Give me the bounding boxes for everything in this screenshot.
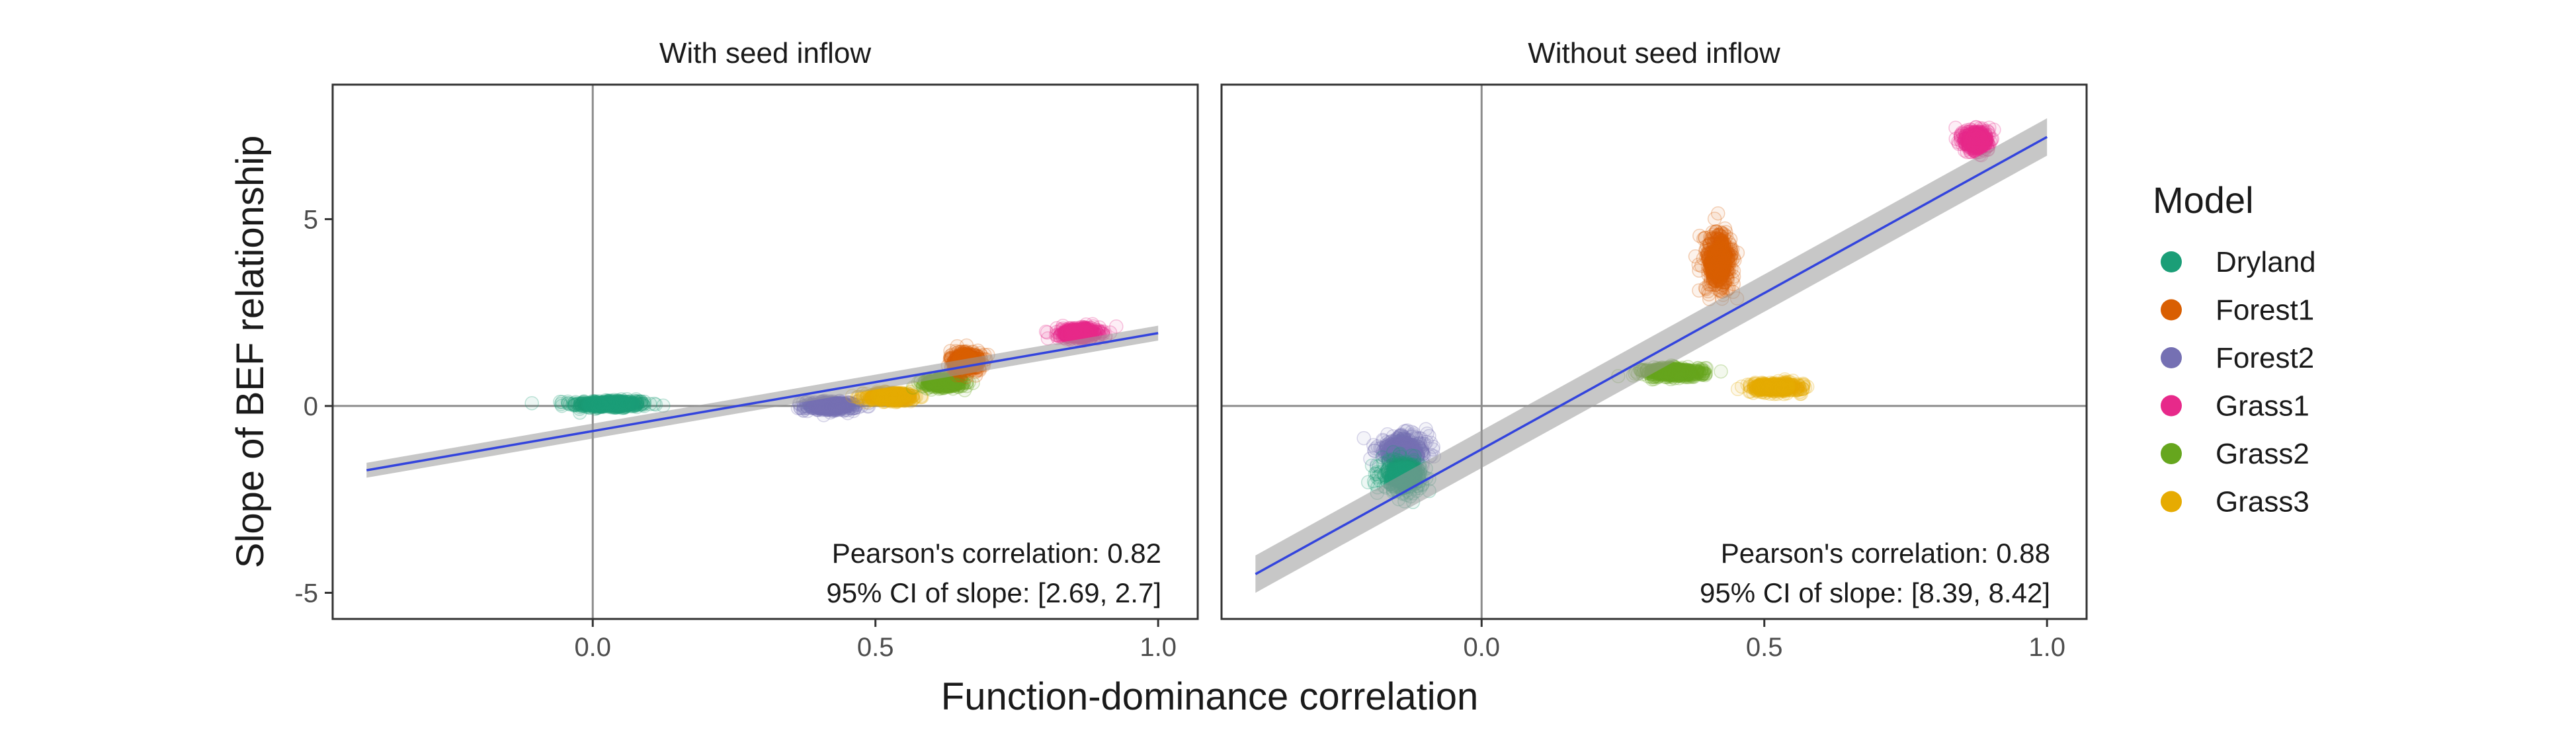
cluster-dryland <box>524 391 671 420</box>
panel-with-seed-inflow: With seed inflow Pearson's correlation: … <box>331 37 1199 662</box>
data-point <box>524 395 539 411</box>
data-point <box>1710 206 1725 221</box>
panel-1-correlation-label: Pearson's correlation: 0.82 <box>832 538 1161 569</box>
data-point <box>1714 263 1729 277</box>
x-tick-label: 0.5 <box>857 633 894 662</box>
data-point <box>554 397 569 411</box>
data-point <box>616 395 631 409</box>
panel-1-title: With seed inflow <box>659 37 872 69</box>
data-point <box>1692 228 1707 243</box>
data-point <box>1369 465 1384 480</box>
data-point <box>1663 364 1678 379</box>
data-point <box>591 397 606 411</box>
data-point <box>1709 243 1724 258</box>
data-point <box>1366 438 1381 452</box>
data-point <box>1040 331 1056 346</box>
x-tick-label: 0.0 <box>574 633 611 662</box>
data-point <box>628 398 644 413</box>
x-tick-label: 1.0 <box>1140 633 1177 662</box>
data-point <box>876 388 891 403</box>
data-point <box>1072 325 1087 340</box>
data-point <box>553 394 567 409</box>
data-point <box>567 396 582 411</box>
panel-2-title: Without seed inflow <box>1528 37 1780 69</box>
data-point <box>565 397 581 411</box>
data-point <box>1714 364 1728 379</box>
data-point <box>567 397 582 413</box>
panel-1-ci-label: 95% CI of slope: [2.69, 2.7] <box>826 577 1161 608</box>
data-point <box>813 397 828 413</box>
data-point <box>1760 380 1775 395</box>
data-point <box>643 397 657 411</box>
panel-without-seed-inflow: Without seed inflow Pearson's correlatio… <box>1220 37 2088 662</box>
